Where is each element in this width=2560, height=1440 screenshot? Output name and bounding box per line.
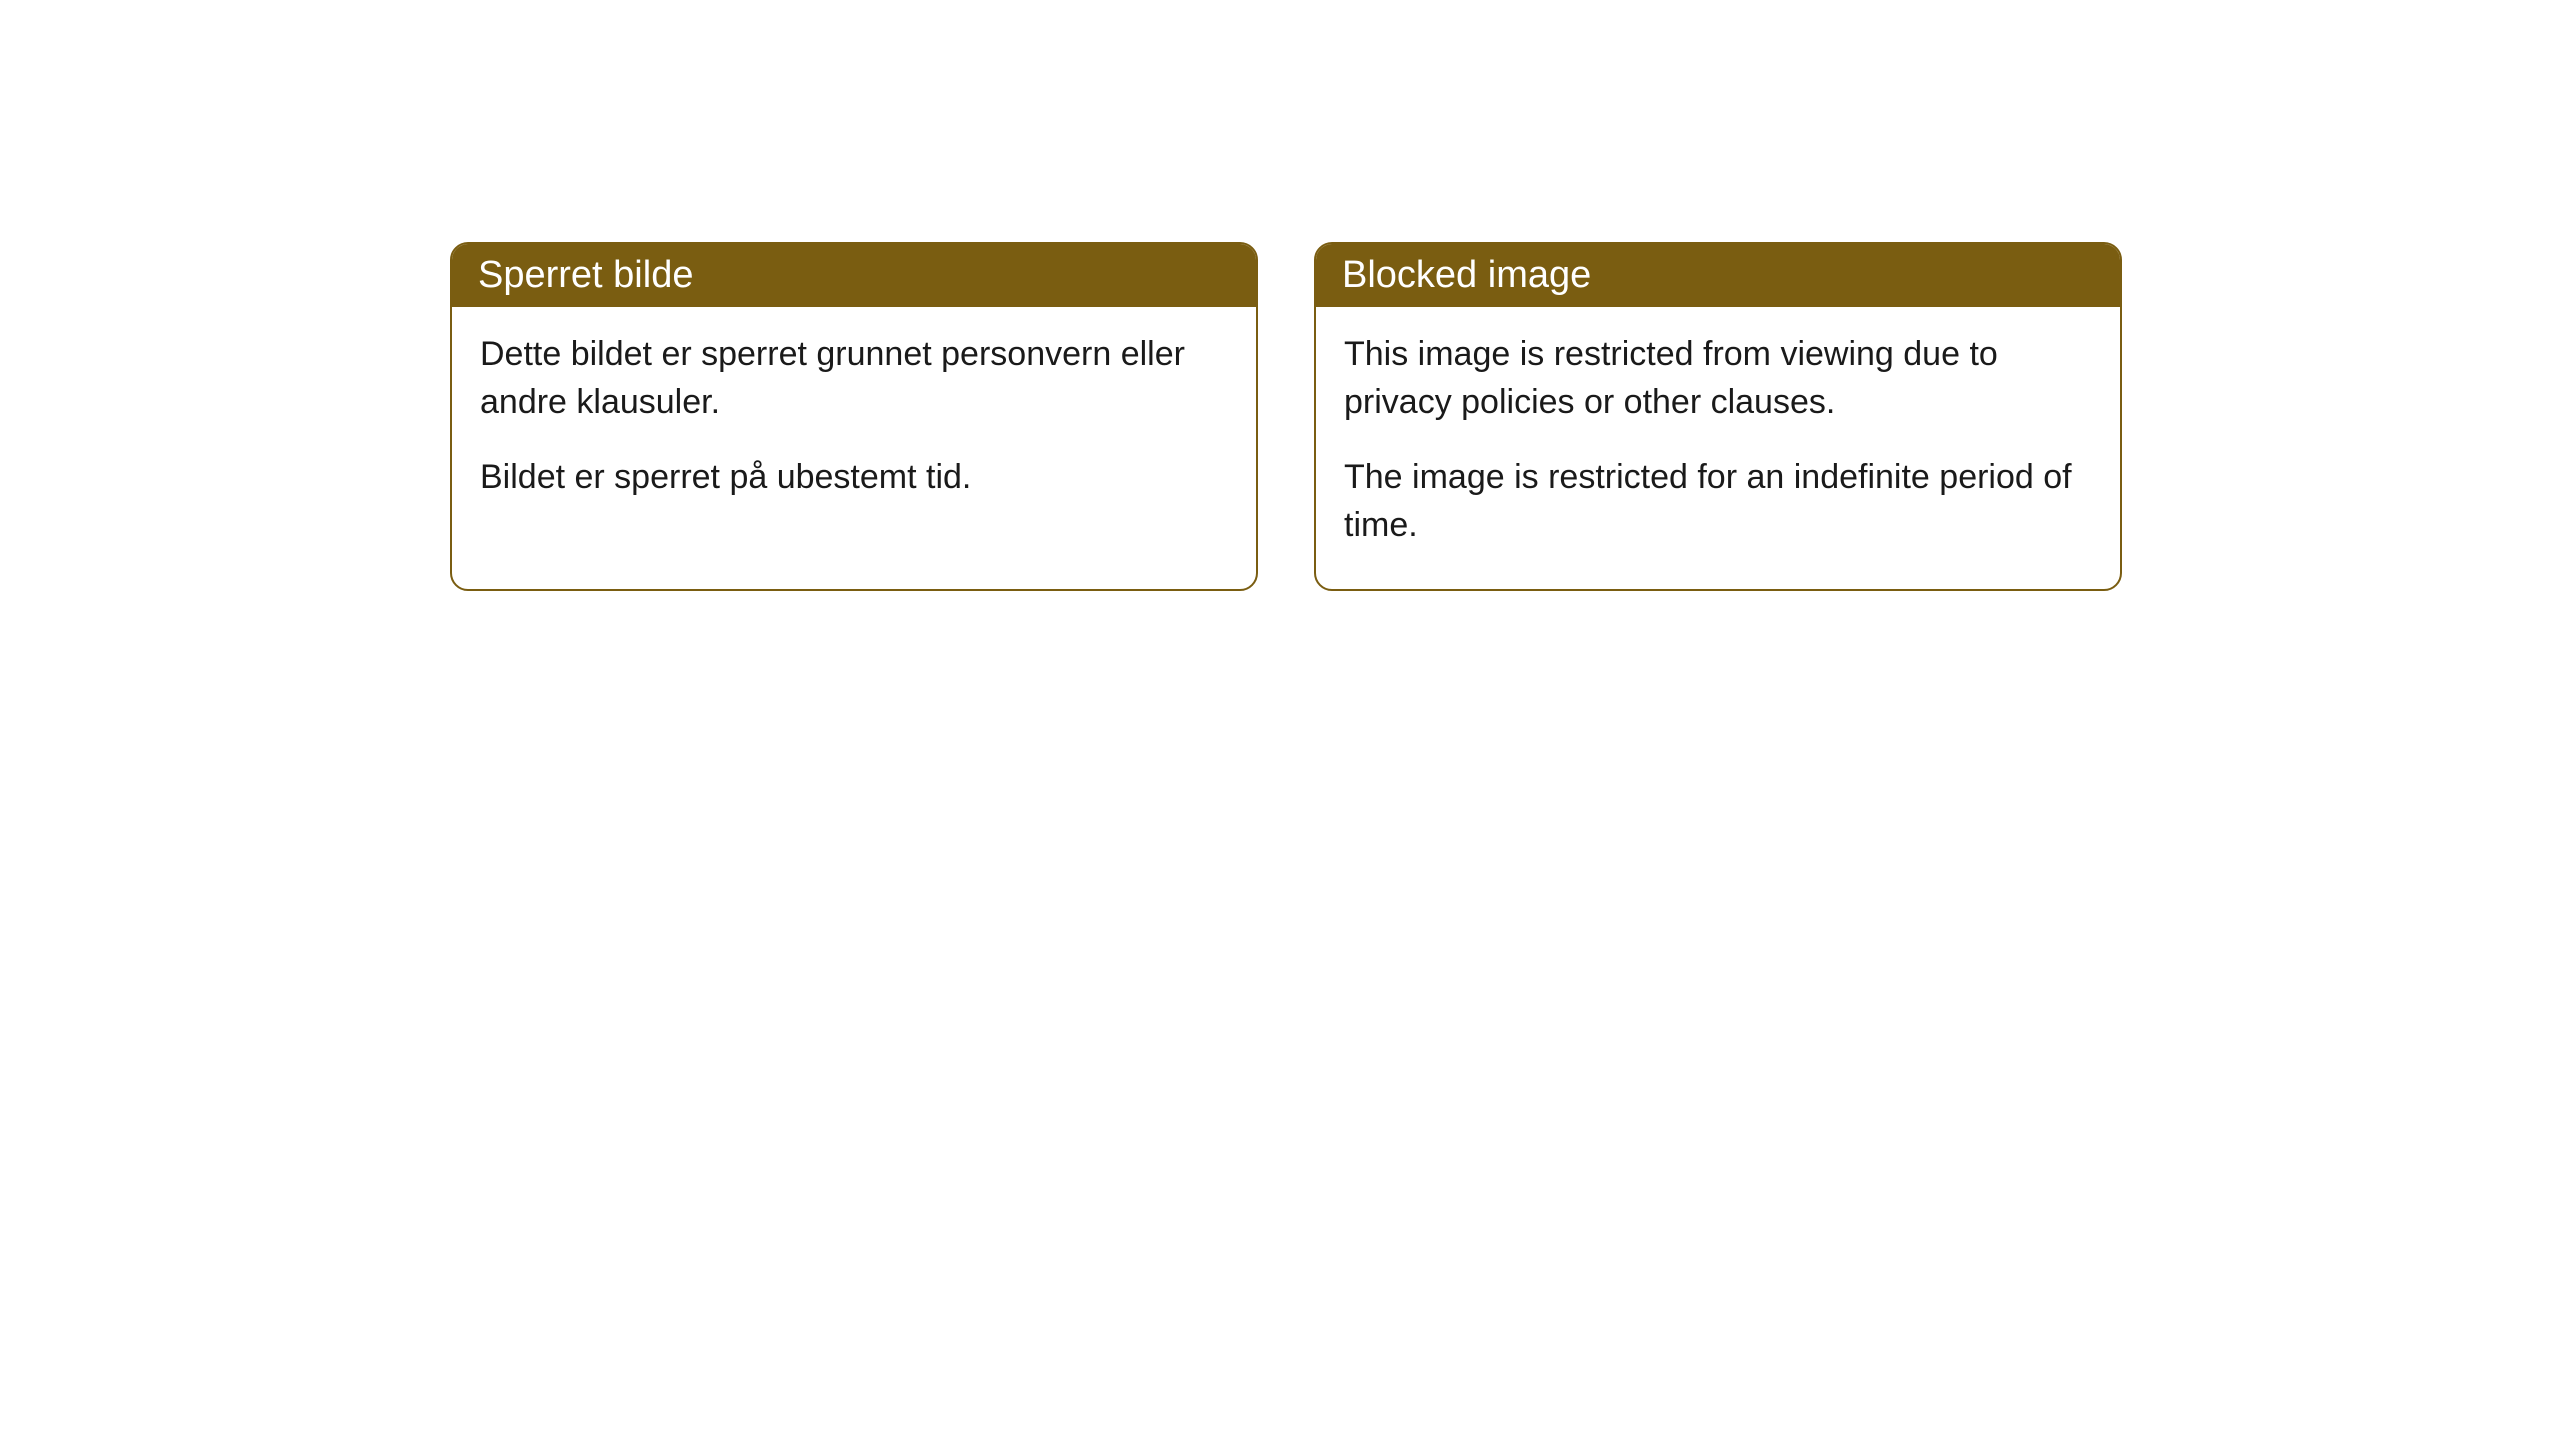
notice-card-english: Blocked image This image is restricted f… [1314,242,2122,591]
card-header: Blocked image [1316,244,2120,307]
card-body: This image is restricted from viewing du… [1316,307,2120,589]
card-title: Sperret bilde [478,254,693,296]
card-header: Sperret bilde [452,244,1256,307]
card-paragraph: Dette bildet er sperret grunnet personve… [480,331,1228,426]
card-body: Dette bildet er sperret grunnet personve… [452,307,1256,542]
card-paragraph: The image is restricted for an indefinit… [1344,454,2092,549]
notice-cards-row: Sperret bilde Dette bildet er sperret gr… [450,242,2122,591]
card-paragraph: This image is restricted from viewing du… [1344,331,2092,426]
notice-card-norwegian: Sperret bilde Dette bildet er sperret gr… [450,242,1258,591]
card-paragraph: Bildet er sperret på ubestemt tid. [480,454,1228,502]
card-title: Blocked image [1342,254,1591,296]
